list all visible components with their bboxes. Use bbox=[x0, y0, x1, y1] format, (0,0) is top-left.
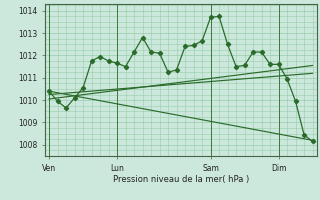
X-axis label: Pression niveau de la mer( hPa ): Pression niveau de la mer( hPa ) bbox=[113, 175, 249, 184]
